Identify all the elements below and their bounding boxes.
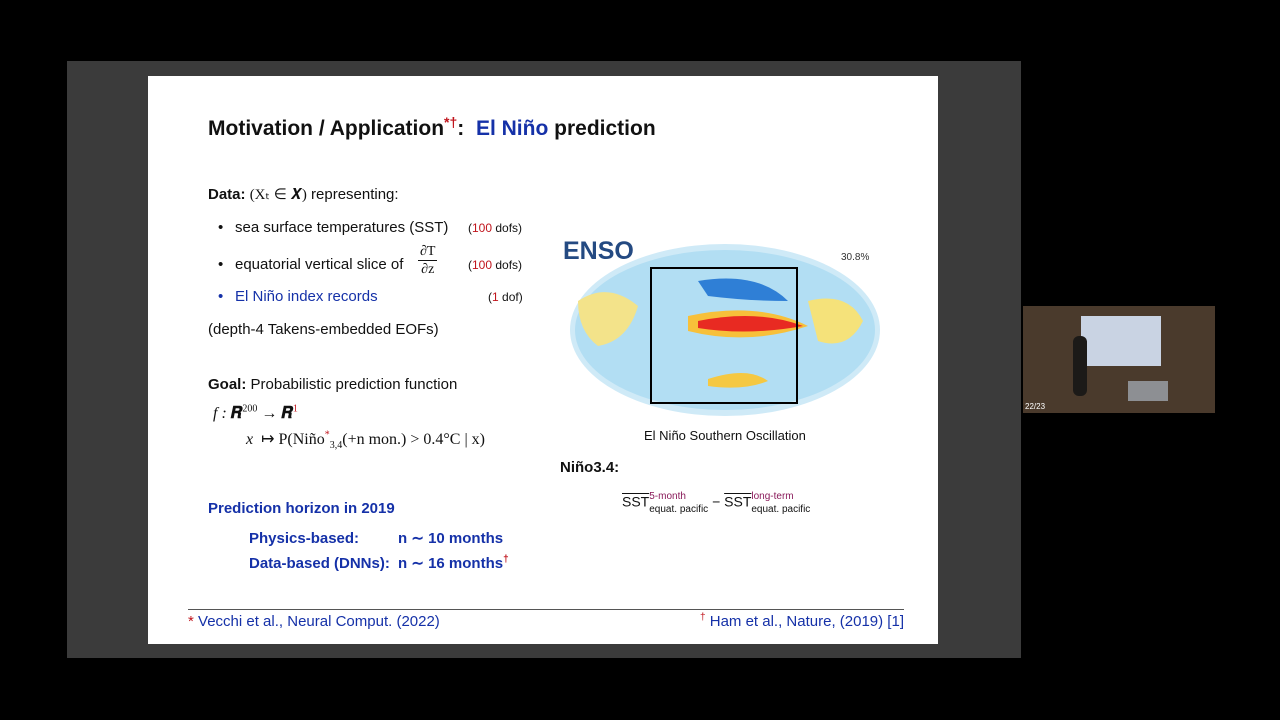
goal-label: Goal: [208, 376, 247, 393]
fraction: ∂T ∂z [418, 243, 438, 278]
map-cold [698, 278, 788, 301]
slide: Motivation / Application*†: El Niño pred… [148, 76, 938, 644]
rest: (+n mon.) > 0.4°C | x) [342, 431, 485, 448]
nino-box [650, 267, 798, 404]
domain: 𝑹 [230, 405, 243, 422]
data-text: representing: [311, 186, 399, 203]
goal-line: Goal: Probabilistic prediction function [208, 375, 457, 395]
frac-num: ∂T [418, 244, 438, 261]
horizon-value: n ∼ 16 months† [398, 554, 509, 574]
count: 100 [472, 258, 493, 272]
item-text: equatorial vertical slice of [235, 256, 404, 273]
bullet: • [218, 256, 224, 273]
count: 100 [472, 221, 493, 235]
figure-percent: 30.8% [841, 252, 869, 263]
sst: SST [622, 493, 650, 510]
codomain: 𝑹 [281, 405, 293, 422]
maps: ↦ P(Niño [261, 431, 325, 448]
data-line: Data: (Xₜ ∈ 𝑿) representing: [208, 185, 399, 205]
formula-line: f : 𝑹200 → 𝑹1 [213, 404, 298, 424]
figure-title: ENSO [563, 237, 634, 265]
nino-formula: SST 5-month equat. pacific − SST long-term e… [622, 490, 810, 516]
unit: dof) [502, 290, 523, 304]
count: 1 [492, 290, 499, 304]
f: f : [213, 405, 227, 422]
bullet: • [218, 219, 224, 236]
data-note: (depth-4 Takens-embedded EOFs) [208, 321, 439, 338]
paren: ( [488, 290, 492, 304]
unit: dofs) [495, 258, 523, 272]
exp: 200 [242, 403, 258, 415]
horizon-value: n ∼ 10 months [398, 529, 503, 549]
mark: † [503, 554, 509, 565]
bullet: • [218, 288, 224, 305]
arrow: → [261, 405, 278, 422]
horizon-label: Physics-based: [249, 530, 360, 547]
paren: ( [468, 221, 472, 235]
value: n ∼ 10 months [398, 530, 504, 547]
nino-label: Niño3.4: [560, 459, 620, 476]
laptop [1128, 381, 1168, 401]
goal-text: Probabilistic prediction function [250, 376, 458, 393]
horizon-title: Prediction horizon in 2019 [208, 500, 395, 517]
item-count: (100 dofs) [468, 255, 522, 275]
citation: Ham et al., Nature, (2019) [1] [709, 613, 904, 630]
title-main: Motivation / Application [208, 117, 445, 140]
sub: equat. pacific [751, 504, 811, 515]
sup: long-term [751, 491, 794, 502]
formula-line: x ↦ P(Niño*3,4(+n mon.) > 0.4°C | x) [246, 429, 485, 452]
value: n ∼ 16 months [398, 555, 504, 572]
title-rest: prediction [554, 117, 656, 140]
star: * [324, 429, 330, 441]
sub: equat. pacific [649, 504, 709, 515]
data-expr: (Xₜ ∈ 𝑿) [249, 187, 307, 203]
projected-screen [1081, 316, 1161, 366]
exp: 1 [292, 403, 298, 415]
map-land [808, 298, 863, 344]
footnote-mark: * [188, 613, 194, 630]
title-highlight: El Niño [475, 117, 549, 140]
minus: − [712, 493, 721, 510]
sst: SST [724, 493, 752, 510]
footer-rule [188, 609, 904, 610]
slide-title: Motivation / Application*†: El Niño pred… [208, 114, 656, 142]
unit: dofs) [495, 221, 523, 235]
page-counter: 22/23 [1025, 402, 1046, 411]
item-text: El Niño index records [235, 288, 378, 305]
speaker [1073, 336, 1087, 396]
item-count: (1 dof) [488, 287, 523, 307]
footer-right: † Ham et al., Nature, (2019) [1] [700, 612, 904, 632]
var: x [246, 431, 254, 448]
figure-caption: El Niño Southern Oscillation [644, 428, 806, 443]
title-colon: : [457, 117, 465, 140]
item-count: (100 dofs) [468, 218, 522, 238]
paren: ( [468, 258, 472, 272]
horizon-label: Data-based (DNNs): [249, 555, 390, 572]
map-land [578, 292, 638, 346]
citation: Vecchi et al., Neural Comput. (2022) [198, 613, 440, 630]
sub: 3,4 [329, 440, 343, 452]
footer-left: * Vecchi et al., Neural Comput. (2022) [188, 612, 440, 632]
map-hot [698, 316, 803, 332]
footnote-mark: † [700, 612, 706, 623]
title-marks: *† [444, 114, 458, 130]
webcam-thumbnail: 22/23 [1023, 306, 1215, 413]
map-warm [708, 372, 768, 388]
sup: 5-month [649, 491, 686, 502]
item-text: sea surface temperatures (SST) [235, 219, 449, 236]
data-label: Data: [208, 186, 246, 203]
enso-map: ENSO 30.8% [563, 237, 880, 416]
frac-den: ∂z [421, 262, 435, 277]
